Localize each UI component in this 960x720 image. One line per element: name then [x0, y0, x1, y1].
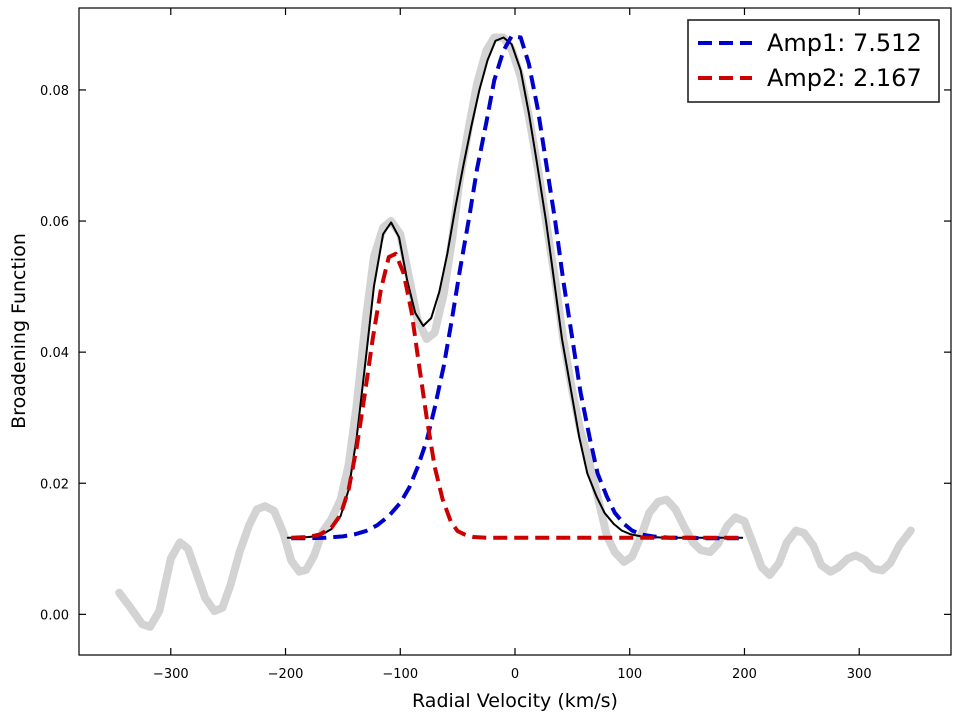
legend: Amp1: 7.512 Amp2: 2.167 [687, 19, 940, 103]
x-tick-label: 100 [617, 667, 642, 682]
x-tick-label: 0 [511, 667, 519, 682]
x-tick-label: −200 [268, 667, 304, 682]
x-tick-label: −300 [153, 667, 189, 682]
x-axis-label: Radial Velocity (km/s) [412, 690, 618, 712]
tick-layer: −300 −200 −100 0 100 200 300 0.00 0.02 0.04 0.06 0.… [40, 8, 951, 682]
x-tick-label: 300 [847, 667, 872, 682]
legend-label-amp1: Amp1: 7.512 [767, 29, 922, 57]
series-line-data [115, 33, 915, 631]
y-tick-label: 0.02 [40, 477, 69, 492]
series-line-amp2 [291, 251, 739, 540]
legend-label-amp2: Amp2: 2.167 [767, 64, 922, 92]
x-tick-label: −100 [382, 667, 418, 682]
plot-background [79, 8, 951, 655]
y-tick-label: 0.04 [40, 346, 69, 361]
y-tick-label: 0.06 [40, 215, 69, 230]
y-tick-label: 0.00 [40, 608, 69, 623]
y-tick-label: 0.08 [40, 84, 69, 99]
series-layer [115, 33, 915, 631]
legend-box [687, 19, 940, 103]
y-axis-label: Broadening Function [8, 233, 30, 429]
x-tick-label: 200 [732, 667, 757, 682]
series-line-amp1 [291, 34, 739, 541]
